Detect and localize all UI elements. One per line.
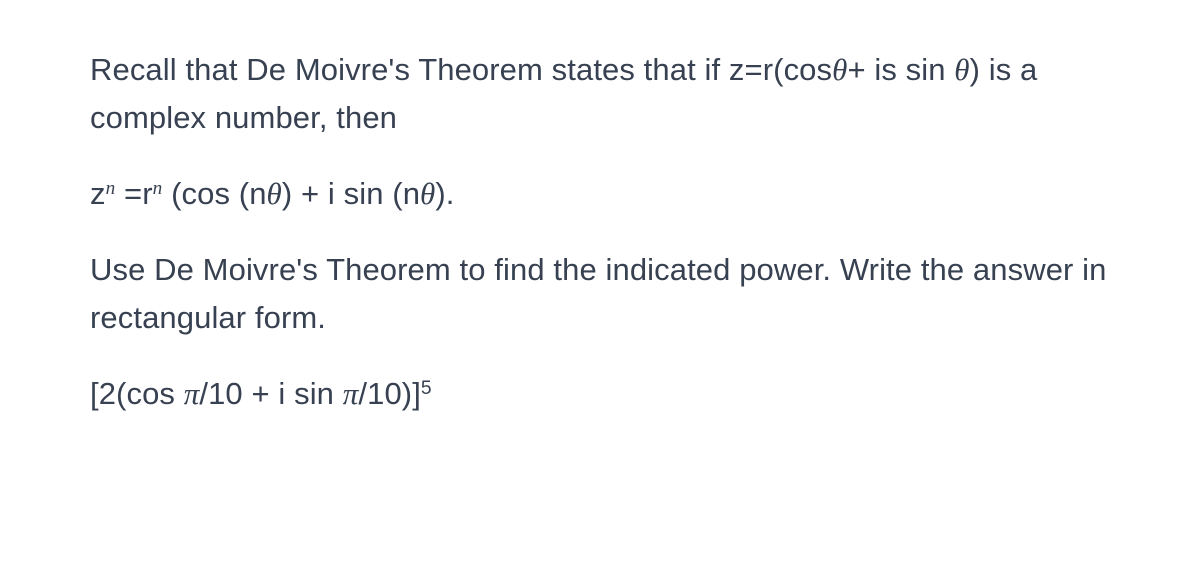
text-fragment: + is sin <box>847 52 954 87</box>
pi-symbol: π <box>343 376 359 411</box>
problem-expression: [2(cos π/10 + i sin π/10)]5 <box>90 370 1110 418</box>
text-fragment: Recall that De Moivre's Theorem states t… <box>90 52 832 87</box>
theta-symbol: θ <box>832 52 847 87</box>
theorem-formula: zn =rn (cos (nθ) + i sin (nθ). <box>90 170 1110 218</box>
pi-symbol: π <box>184 376 200 411</box>
text-fragment: ). <box>435 176 454 211</box>
exponent-5: 5 <box>421 378 432 399</box>
text-fragment: /10 + i sin <box>199 376 342 411</box>
text-fragment: Use De Moivre's Theorem to find the indi… <box>90 252 1107 335</box>
z-var: z <box>90 176 106 211</box>
equals: = <box>115 176 142 211</box>
theta-symbol: θ <box>267 176 282 211</box>
question-card: Recall that De Moivre's Theorem states t… <box>90 40 1110 418</box>
text-fragment: [2(cos <box>90 376 184 411</box>
r-var: r <box>142 176 152 211</box>
text-fragment: (cos (n <box>171 176 266 211</box>
space <box>162 176 171 211</box>
theta-symbol: θ <box>954 52 969 87</box>
exponent-n: n <box>153 178 163 199</box>
instruction-text: Use De Moivre's Theorem to find the indi… <box>90 246 1110 342</box>
theta-symbol: θ <box>420 176 435 211</box>
theorem-statement-line1: Recall that De Moivre's Theorem states t… <box>90 46 1110 142</box>
text-fragment: ) + i sin (n <box>282 176 420 211</box>
exponent-n: n <box>106 178 116 199</box>
text-fragment: /10)] <box>358 376 421 411</box>
